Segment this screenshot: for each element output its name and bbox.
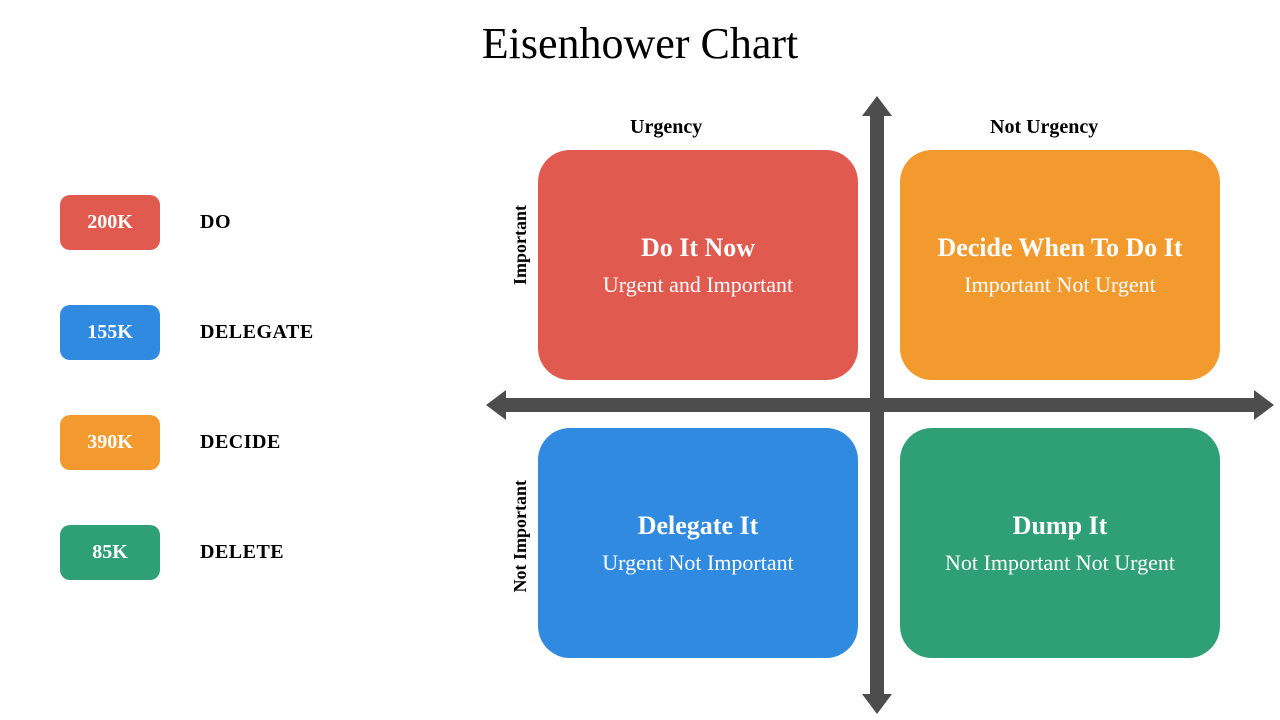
quadrant-delegate-subtitle: Urgent Not Important — [602, 549, 793, 577]
eisenhower-matrix: Urgency Not Urgency Important Not Import… — [500, 110, 1260, 700]
axis-label-important: Important — [510, 205, 531, 285]
page-title: Eisenhower Chart — [0, 18, 1280, 69]
quadrant-delegate-title: Delegate It — [638, 510, 759, 541]
legend-row-delegate: 155K DELEGATE — [60, 305, 440, 360]
quadrant-delegate: Delegate It Urgent Not Important — [538, 428, 858, 658]
arrow-up-icon — [862, 96, 892, 116]
arrow-down-icon — [862, 694, 892, 714]
legend-badge-delegate: 155K — [60, 305, 160, 360]
quadrant-decide-subtitle: Important Not Urgent — [964, 271, 1155, 299]
legend-label-delegate: DELEGATE — [200, 321, 314, 344]
axis-label-urgency: Urgency — [630, 116, 702, 139]
quadrant-do-title: Do It Now — [641, 232, 755, 263]
arrow-right-icon — [1254, 390, 1274, 420]
legend-row-do: 200K DO — [60, 195, 440, 250]
quadrant-do-subtitle: Urgent and Important — [603, 271, 793, 299]
legend: 200K DO 155K DELEGATE 390K DECIDE 85K DE… — [60, 195, 440, 635]
arrow-left-icon — [486, 390, 506, 420]
axis-label-not-important: Not Important — [510, 480, 531, 593]
quadrant-dump-subtitle: Not Important Not Urgent — [945, 549, 1175, 577]
legend-row-delete: 85K DELETE — [60, 525, 440, 580]
legend-row-decide: 390K DECIDE — [60, 415, 440, 470]
legend-label-decide: DECIDE — [200, 431, 281, 454]
legend-badge-delete: 85K — [60, 525, 160, 580]
legend-label-delete: DELETE — [200, 541, 284, 564]
legend-label-do: DO — [200, 211, 231, 234]
quadrant-do: Do It Now Urgent and Important — [538, 150, 858, 380]
legend-badge-do: 200K — [60, 195, 160, 250]
quadrant-dump-title: Dump It — [1013, 510, 1108, 541]
quadrant-dump: Dump It Not Important Not Urgent — [900, 428, 1220, 658]
quadrant-decide-title: Decide When To Do It — [937, 232, 1182, 263]
axis-horizontal — [500, 398, 1260, 412]
quadrant-decide: Decide When To Do It Important Not Urgen… — [900, 150, 1220, 380]
axis-label-not-urgency: Not Urgency — [990, 116, 1098, 139]
legend-badge-decide: 390K — [60, 415, 160, 470]
